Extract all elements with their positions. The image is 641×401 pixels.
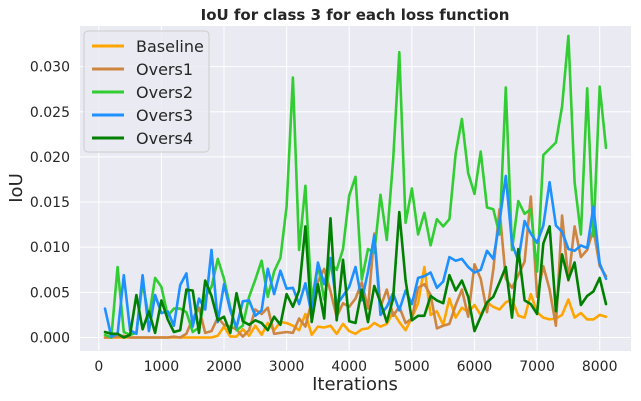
x-tick-label: 5000 [394, 359, 430, 375]
legend-label-overs4: Overs4 [136, 129, 193, 148]
y-tick-label: 0.005 [30, 285, 70, 301]
legend-label-overs2: Overs2 [136, 83, 193, 102]
y-tick-label: 0.015 [30, 195, 70, 211]
legend-box [83, 30, 210, 153]
y-tick-label: 0.010 [30, 240, 70, 256]
x-tick-label: 0 [94, 359, 103, 375]
x-tick-label: 4000 [331, 359, 367, 375]
y-tick-label: 0.025 [30, 105, 70, 121]
y-axis-label: IoU [6, 173, 27, 203]
y-tick-label: 0.030 [30, 60, 70, 76]
y-tick-label: 0.020 [30, 150, 70, 166]
series-lines [103, 34, 608, 339]
x-tick-label: 3000 [269, 359, 305, 375]
legend: Baseline Overs1 Overs2 Overs3 Overs4 [83, 30, 210, 153]
legend-label-overs1: Overs1 [136, 60, 193, 79]
x-tick-label: 7000 [519, 359, 555, 375]
series-line-overs2 [103, 34, 608, 339]
x-tick-label: 1000 [144, 359, 180, 375]
tick-labels: 0 1000 2000 3000 4000 5000 6000 7000 8000 0.000 0.… [30, 60, 618, 375]
series-line-baseline [103, 265, 608, 339]
legend-label-baseline: Baseline [136, 37, 204, 56]
legend-label-overs3: Overs3 [136, 106, 193, 125]
series-line-overs4 [103, 210, 608, 339]
x-tick-label: 6000 [457, 359, 493, 375]
x-axis-label: Iterations [312, 374, 398, 395]
series-line-overs1 [103, 195, 608, 339]
x-tick-label: 8000 [582, 359, 618, 375]
y-tick-label: 0.000 [30, 330, 70, 346]
x-tick-label: 2000 [206, 359, 242, 375]
chart-title: IoU for class 3 for each loss function [201, 6, 510, 24]
